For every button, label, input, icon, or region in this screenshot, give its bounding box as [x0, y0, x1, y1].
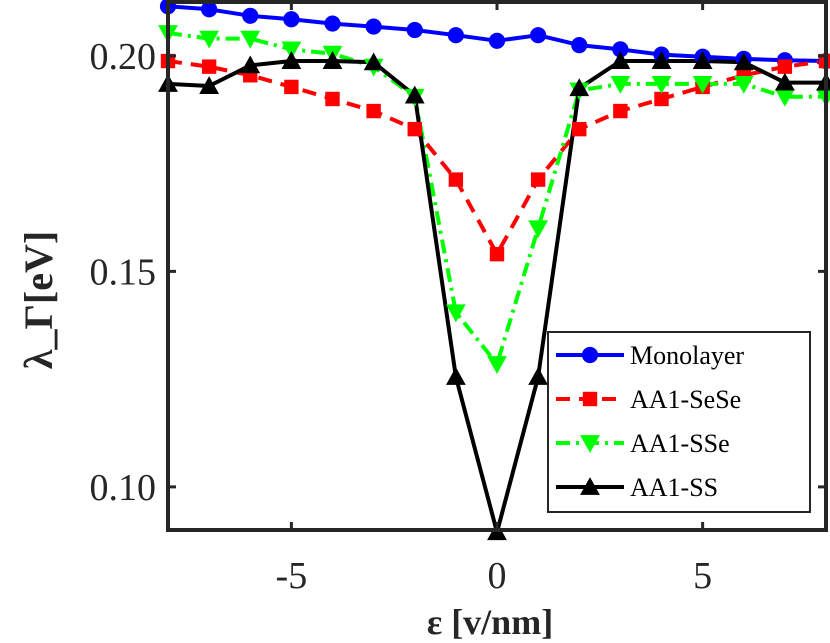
data-point-monolayer	[571, 37, 588, 54]
data-point-aa1-ss	[404, 85, 425, 104]
data-point-aa1-sese	[407, 121, 422, 137]
y-tick-label: 0.15	[90, 251, 157, 293]
data-point-aa1-sese	[366, 103, 381, 119]
data-point-aa1-ss	[281, 51, 302, 69]
data-point-aa1-sse	[610, 75, 631, 94]
data-point-aa1-ss	[363, 52, 384, 71]
data-point-aa1-sse	[733, 75, 754, 94]
data-point-aa1-ss	[240, 55, 261, 74]
x-tick-labels: -5 0 5	[276, 555, 713, 597]
data-point-monolayer	[612, 41, 629, 58]
data-point-aa1-sese	[530, 172, 546, 187]
data-point-aa1-ss	[610, 51, 631, 69]
series-line-aa1-ss	[168, 59, 826, 530]
data-point-aa1-sse	[487, 356, 507, 374]
legend-marker-aa1-ss	[580, 477, 600, 495]
y-tick-label: 0.10	[90, 467, 157, 509]
data-point-aa1-ss	[733, 52, 754, 71]
data-point-aa1-ss	[774, 72, 795, 91]
x-tick-label: 5	[693, 555, 712, 597]
data-point-aa1-sese	[201, 59, 217, 74]
y-axis-label: λ_Γ[eV]	[16, 231, 61, 369]
data-point-monolayer	[242, 7, 259, 24]
data-point-monolayer	[283, 11, 300, 28]
data-point-monolayer	[324, 15, 341, 32]
data-point-aa1-ss	[692, 51, 713, 69]
data-point-aa1-ss	[322, 51, 343, 69]
data-point-monolayer	[406, 21, 423, 39]
data-point-aa1-ss	[651, 51, 672, 69]
data-point-aa1-sese	[325, 91, 340, 107]
data-point-aa1-sse	[774, 88, 795, 107]
data-point-aa1-sese	[572, 121, 587, 137]
data-point-aa1-ss	[445, 367, 466, 385]
data-point-aa1-sse	[651, 75, 672, 94]
plot-area	[158, 0, 830, 541]
data-point-aa1-sse	[692, 75, 713, 94]
legend-marker-monolayer	[581, 346, 599, 364]
data-point-monolayer	[365, 18, 382, 35]
data-point-monolayer	[447, 27, 464, 44]
legend-marker-aa1-sese	[582, 391, 598, 407]
data-point-aa1-sese	[613, 103, 628, 119]
legend-marker-aa1-sse	[580, 435, 600, 453]
legend-label-aa1-ss: AA1-SS	[630, 473, 718, 502]
data-point-aa1-ss	[528, 367, 549, 385]
x-axis-label: ε [v/nm]	[427, 602, 553, 642]
legend-label-monolayer: Monolayer	[630, 341, 744, 370]
legend: Monolayer AA1-SeSe AA1-SSe AA1-SS	[547, 331, 811, 513]
data-point-aa1-sse	[445, 304, 466, 323]
data-point-aa1-sse	[528, 220, 549, 239]
data-point-aa1-sse	[281, 41, 302, 60]
x-tick-label: -5	[276, 555, 308, 597]
legend-label-aa1-sese: AA1-SeSe	[630, 385, 741, 414]
data-point-aa1-ss	[199, 76, 220, 94]
y-tick-label: 0.20	[90, 36, 157, 78]
data-point-aa1-sese	[284, 79, 299, 95]
tick-layer	[168, 2, 826, 530]
legend-label-aa1-sse: AA1-SSe	[630, 429, 730, 458]
data-point-aa1-sese	[654, 91, 669, 107]
marker-layer	[158, 0, 830, 541]
data-point-monolayer	[201, 1, 218, 18]
data-point-monolayer	[488, 32, 506, 49]
data-point-aa1-sese	[777, 59, 793, 74]
series-line-aa1-sse	[168, 31, 826, 367]
data-point-aa1-sese	[448, 172, 464, 187]
data-point-aa1-ss	[569, 78, 590, 97]
data-point-aa1-sese	[489, 246, 505, 262]
y-tick-labels: 0.10 0.15 0.20	[90, 36, 157, 509]
data-point-aa1-sse	[199, 30, 220, 49]
data-point-aa1-sse	[240, 30, 261, 49]
data-point-monolayer	[530, 27, 547, 44]
x-tick-label: 0	[488, 555, 507, 597]
